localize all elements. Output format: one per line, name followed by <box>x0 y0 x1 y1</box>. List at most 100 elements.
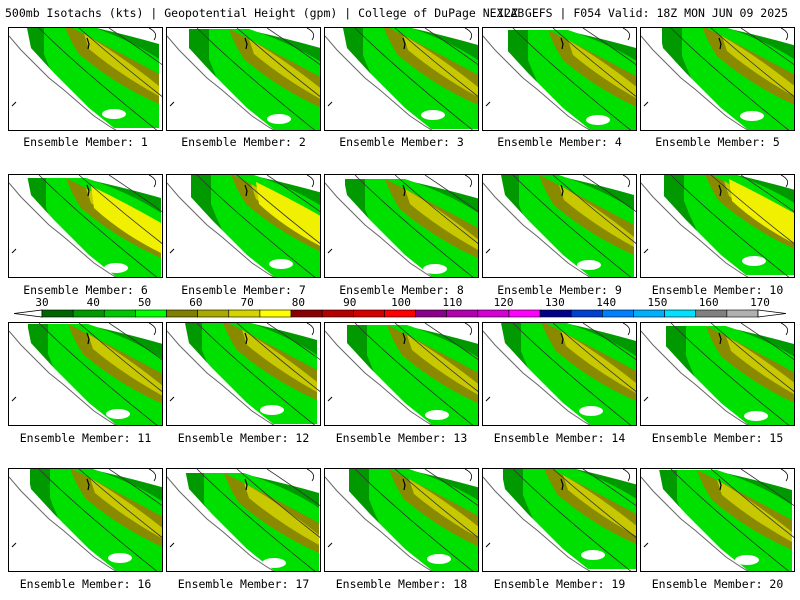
ensemble-panel <box>324 322 479 426</box>
colorbar-segment <box>508 309 541 318</box>
ensemble-member-label: Ensemble Member: 16 <box>19 577 152 591</box>
ensemble-panel <box>8 27 163 131</box>
ensemble-panel <box>640 468 795 572</box>
colorbar-segment <box>446 309 479 318</box>
ensemble-member-label: Ensemble Member: 20 <box>651 577 784 591</box>
ensemble-panel <box>166 27 321 131</box>
ensemble-member-label: Ensemble Member: 9 <box>497 283 622 297</box>
ensemble-panel <box>482 468 637 572</box>
ensemble-panel <box>8 468 163 572</box>
wind-map <box>9 175 162 277</box>
colorbar-tick-label: 50 <box>138 296 151 309</box>
ensemble-member-label: Ensemble Member: 14 <box>493 431 626 445</box>
colorbar-tick-label: 40 <box>87 296 100 309</box>
ensemble-member-label: Ensemble Member: 19 <box>493 577 626 591</box>
wind-map <box>167 28 320 130</box>
colorbar-segment <box>726 309 759 318</box>
colorbar-tick-label: 150 <box>647 296 667 309</box>
colorbar-segment <box>415 309 447 318</box>
colorbar-tick-label: 160 <box>699 296 719 309</box>
ensemble-panel <box>324 468 479 572</box>
colorbar-tick-label: 120 <box>494 296 514 309</box>
colorbar-segment <box>664 309 697 318</box>
wind-map <box>9 28 162 130</box>
wind-map <box>483 28 636 130</box>
wind-map <box>483 175 636 277</box>
colorbar-tick-label: 70 <box>241 296 254 309</box>
wind-map <box>325 175 478 277</box>
ensemble-member-label: Ensemble Member: 6 <box>23 283 148 297</box>
colorbar-tick-label: 30 <box>35 296 48 309</box>
colorbar-segment <box>135 309 167 318</box>
wind-map <box>483 323 636 425</box>
ensemble-panel <box>166 468 321 572</box>
ensemble-panel <box>8 174 163 278</box>
colorbar-tick-label: 100 <box>391 296 411 309</box>
wind-map <box>9 323 162 425</box>
ensemble-panel <box>640 322 795 426</box>
run-info: 12Z GEFS | F054 Valid: 18Z MON JUN 09 20… <box>497 6 788 20</box>
ensemble-member-label: Ensemble Member: 1 <box>23 135 148 149</box>
wind-map <box>641 175 794 277</box>
ensemble-member-label: Ensemble Member: 7 <box>181 283 306 297</box>
colorbar: 30 40 50 60 70 80 90 100 110 120 130 140 150 160 170 <box>13 296 787 318</box>
ensemble-member-label: Ensemble Member: 12 <box>177 431 310 445</box>
colorbar-tick-label: 80 <box>292 296 305 309</box>
ensemble-panel <box>8 322 163 426</box>
ensemble-member-label: Ensemble Member: 8 <box>339 283 464 297</box>
colorbar-segment <box>197 309 230 318</box>
colorbar-tick-label: 60 <box>189 296 202 309</box>
ensemble-panel <box>166 322 321 426</box>
colorbar-segment <box>166 309 198 318</box>
ensemble-panel <box>482 322 637 426</box>
ensemble-member-label: Ensemble Member: 13 <box>335 431 468 445</box>
wind-map <box>483 469 636 571</box>
ensemble-member-label: Ensemble Member: 15 <box>651 431 784 445</box>
colorbar-segment <box>384 309 416 318</box>
ensemble-panel <box>324 174 479 278</box>
colorbar-segment <box>321 309 354 318</box>
colorbar-tick-label: 140 <box>596 296 616 309</box>
ensemble-panel <box>324 27 479 131</box>
colorbar-segment <box>695 309 728 318</box>
ensemble-member-label: Ensemble Member: 4 <box>497 135 622 149</box>
colorbar-tick-label: 130 <box>545 296 565 309</box>
colorbar-segment <box>477 309 510 318</box>
ensemble-panel <box>166 174 321 278</box>
chart-title: 500mb Isotachs (kts) | Geopotential Heig… <box>5 6 525 20</box>
wind-map <box>325 469 478 571</box>
colorbar-segment <box>353 309 385 318</box>
colorbar-tick-label: 110 <box>442 296 462 309</box>
wind-map <box>167 469 320 571</box>
ensemble-panel <box>482 27 637 131</box>
colorbar-segment <box>570 309 603 318</box>
wind-map <box>167 175 320 277</box>
ensemble-member-label: Ensemble Member: 18 <box>335 577 468 591</box>
ensemble-panel <box>482 174 637 278</box>
colorbar-segment <box>41 309 74 318</box>
ensemble-member-label: Ensemble Member: 3 <box>339 135 464 149</box>
wind-map <box>641 28 794 130</box>
colorbar-segment <box>103 309 136 318</box>
ensemble-panel <box>640 27 795 131</box>
wind-map <box>9 469 162 571</box>
ensemble-panel <box>640 174 795 278</box>
wind-map <box>325 28 478 130</box>
colorbar-segment <box>259 309 292 318</box>
ensemble-member-label: Ensemble Member: 2 <box>181 135 306 149</box>
wind-map <box>167 323 320 425</box>
colorbar-segment <box>633 309 665 318</box>
ensemble-member-label: Ensemble Member: 5 <box>655 135 780 149</box>
ensemble-member-label: Ensemble Member: 10 <box>651 283 784 297</box>
colorbar-segment <box>602 309 634 318</box>
colorbar-tick-label: 170 <box>750 296 770 309</box>
colorbar-segment <box>290 309 323 318</box>
colorbar-tick-label: 90 <box>343 296 356 309</box>
colorbar-segment <box>539 309 572 318</box>
wind-map <box>641 323 794 425</box>
ensemble-member-label: Ensemble Member: 17 <box>177 577 310 591</box>
wind-map <box>325 323 478 425</box>
colorbar-segment <box>72 309 105 318</box>
wind-map <box>641 469 794 571</box>
ensemble-member-label: Ensemble Member: 11 <box>19 431 152 445</box>
